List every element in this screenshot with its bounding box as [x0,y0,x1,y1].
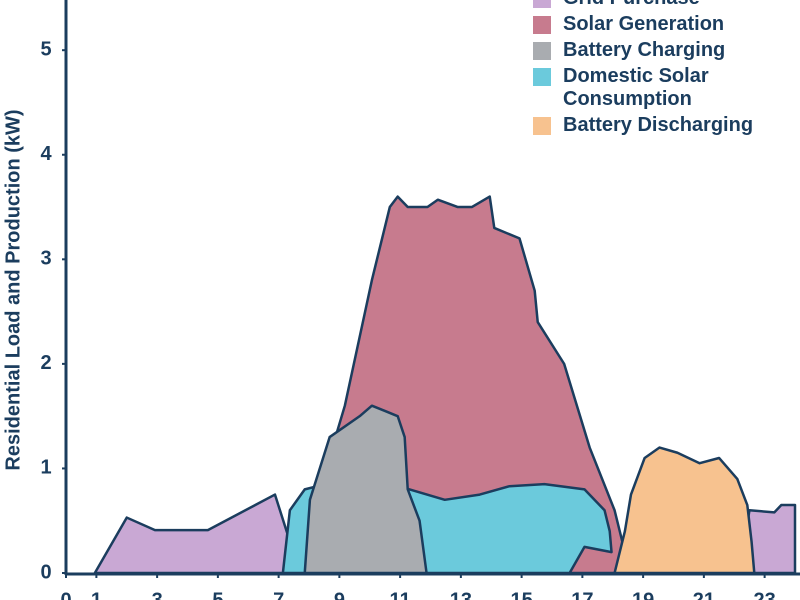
legend-swatch [533,42,551,60]
y-axis-label: Residential Load and Production (kW) [2,109,24,470]
legend-item: Grid Purchase [530,0,800,10]
area [613,446,756,575]
x-tick-label: 1 [91,589,102,600]
legend-swatch [533,117,551,135]
y-tick-label: 4 [40,143,52,165]
x-tick-label: 17 [571,589,593,600]
x-tick-label: 13 [450,589,472,600]
x-tick-label: 15 [511,589,533,600]
y-tick-label: 1 [40,457,51,479]
x-tick-label: 21 [693,589,715,600]
legend-swatch [533,0,551,8]
legend-item: Battery Charging [530,39,800,62]
x-tick-label: 3 [152,589,163,600]
legend-label: Battery Charging [563,39,726,61]
legend-swatch [533,68,551,86]
legend-item: Solar Generation [530,13,800,36]
x-tick-label: 23 [754,589,776,600]
y-tick-label: 5 [40,38,51,60]
legend-label: Solar Generation [563,13,725,35]
legend-item: Battery Discharging [530,114,800,137]
legend: Grid Purchase Solar Generation Battery Cha… [530,0,800,140]
legend-label: Domestic Solar Consumption [563,65,709,110]
y-tick-label: 3 [40,248,51,270]
legend-swatch [533,16,551,34]
y-tick-label: 2 [40,352,51,374]
x-tick-label: 11 [390,589,411,600]
legend-item: Domestic Solar Consumption [530,65,800,111]
x-tick-label: 0 [60,589,71,600]
legend-label: Grid Purchase [563,0,700,10]
legend-label: Battery Discharging [563,114,754,136]
x-tick-label: 7 [273,589,284,600]
y-tick-label: 0 [40,561,51,583]
x-tick-label: 9 [334,589,345,600]
x-tick-label: 19 [632,589,654,600]
area [303,404,428,575]
x-tick-label: 5 [212,589,223,600]
